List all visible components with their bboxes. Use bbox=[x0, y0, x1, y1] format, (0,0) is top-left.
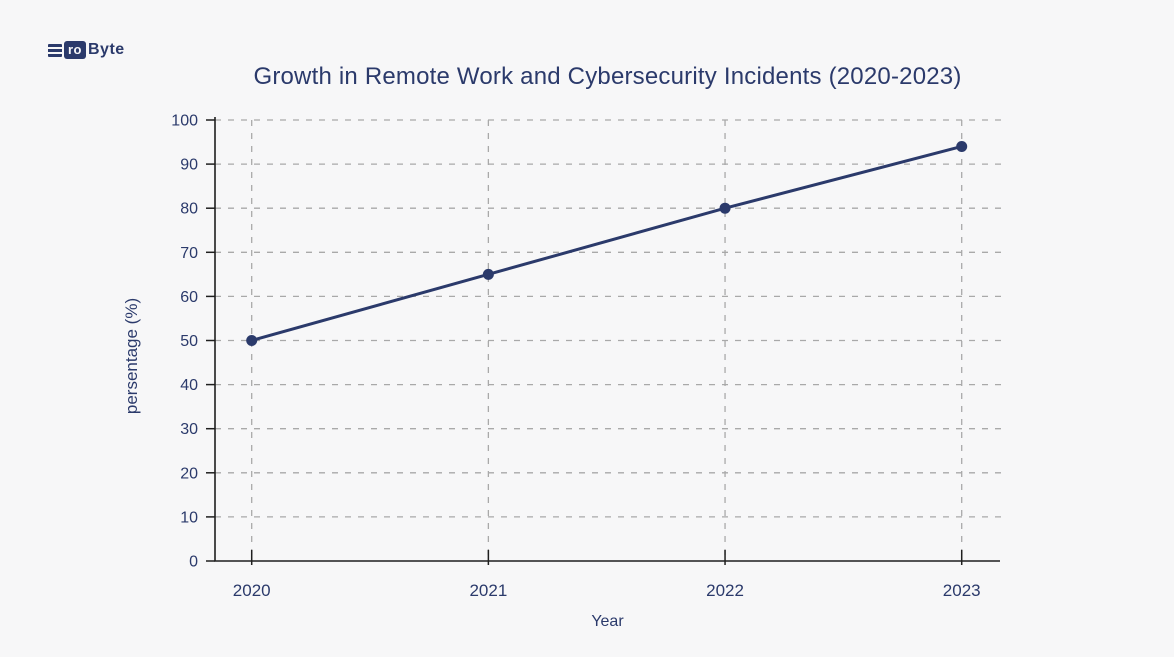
data-point bbox=[719, 202, 731, 214]
y-tick-label: 50 bbox=[180, 333, 198, 350]
y-tick-label: 20 bbox=[180, 465, 198, 482]
y-tick-label: 30 bbox=[180, 421, 198, 438]
data-point bbox=[956, 140, 968, 152]
y-tick-label: 60 bbox=[180, 289, 198, 306]
x-tick-label: 2021 bbox=[469, 581, 507, 600]
brand-logo: ro Byte bbox=[48, 40, 125, 60]
trend-line bbox=[250, 144, 964, 342]
y-tick-label: 80 bbox=[180, 201, 198, 218]
x-tick-label: 2022 bbox=[706, 581, 744, 600]
x-axis-title: Year bbox=[591, 613, 624, 630]
y-tick-label: 40 bbox=[180, 377, 198, 394]
axis-spines bbox=[214, 117, 1000, 562]
data-point bbox=[482, 268, 494, 280]
y-tick-label: 0 bbox=[189, 554, 198, 571]
chart-title: Growth in Remote Work and Cybersecurity … bbox=[253, 63, 962, 90]
x-tick-label: 2020 bbox=[233, 581, 271, 600]
y-tick-label: 100 bbox=[171, 113, 198, 130]
y-axis-title: persentage (%) bbox=[122, 298, 141, 414]
logo-text: Byte bbox=[88, 41, 125, 58]
y-tick-label: 10 bbox=[180, 509, 198, 526]
y-tick-label: 90 bbox=[180, 157, 198, 174]
data-point bbox=[246, 335, 258, 346]
y-tick-label: 70 bbox=[180, 245, 198, 262]
logo-stripes-icon bbox=[48, 43, 62, 57]
logo-badge: ro bbox=[64, 41, 86, 59]
x-tick-label: 2023 bbox=[943, 581, 981, 600]
